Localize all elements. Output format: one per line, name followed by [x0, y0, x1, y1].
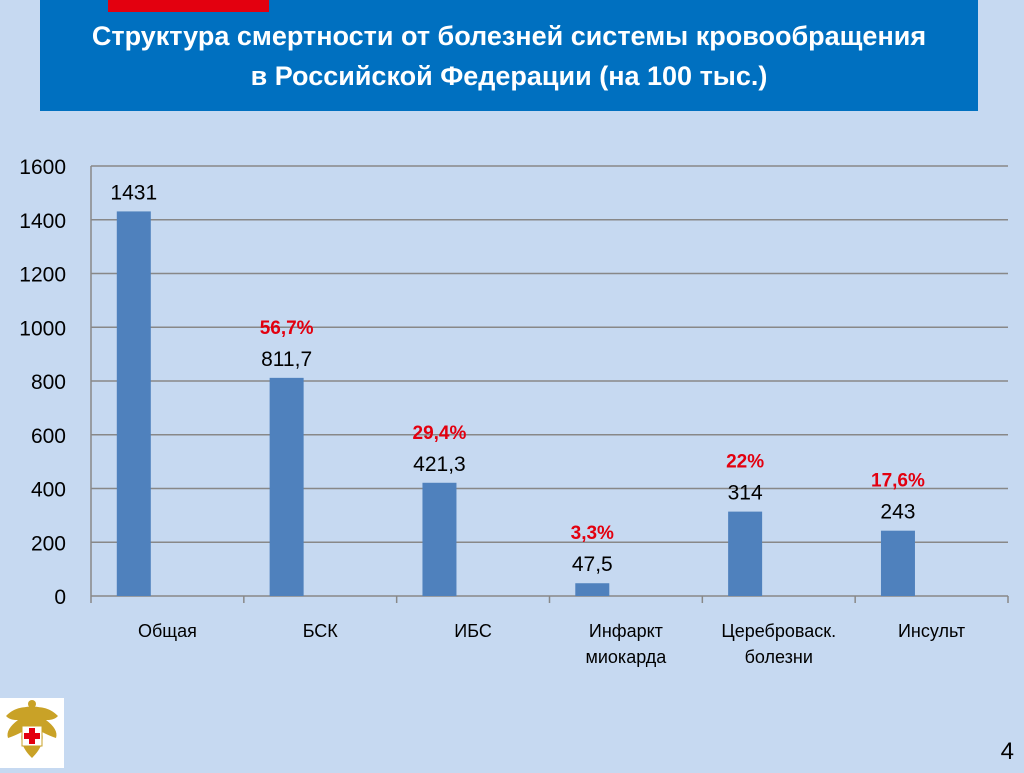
data-label: 314: [728, 482, 763, 505]
y-tick-label: 800: [31, 371, 66, 394]
x-tick-label: Цереброваск.: [721, 621, 836, 641]
bar: [728, 511, 763, 596]
x-tick-label: миокарда: [585, 647, 667, 667]
percent-label: 3,3%: [571, 523, 614, 544]
slide-number: 4: [1000, 738, 1014, 765]
data-label: 1431: [110, 181, 157, 204]
bar: [575, 583, 610, 596]
x-tick-label: Инсульт: [898, 621, 965, 641]
x-tick-label: болезни: [745, 647, 813, 667]
percent-label: 17,6%: [871, 471, 925, 492]
data-label: 811,7: [261, 348, 312, 371]
page-title-line-2: в Российской Федерации (на 100 тыс.): [250, 60, 768, 91]
x-tick-label: ИБС: [454, 621, 492, 641]
y-tick-label: 400: [31, 479, 66, 502]
x-tick-label: Общая: [138, 621, 197, 641]
x-tick-label: БСК: [303, 621, 339, 641]
y-tick-label: 200: [31, 532, 66, 555]
bar: [269, 377, 304, 596]
data-label: 243: [880, 501, 915, 524]
bar: [116, 211, 151, 596]
y-tick-label: 0: [54, 586, 66, 609]
y-tick-label: 1200: [19, 264, 66, 287]
y-tick-label: 1600: [19, 156, 66, 179]
data-label: 421,3: [413, 453, 466, 476]
x-tick-label: Инфаркт: [589, 621, 663, 641]
percent-label: 29,4%: [413, 423, 467, 444]
title-band: Структура смертности от болезней системы…: [40, 0, 978, 111]
y-tick-label: 600: [31, 425, 66, 448]
data-label: 47,5: [572, 553, 613, 576]
percent-label: 22%: [726, 452, 764, 473]
y-tick-label: 1000: [19, 317, 66, 340]
y-tick-label: 1400: [19, 210, 66, 233]
russian-eagle-emblem-icon: [0, 698, 64, 768]
page-title-line-1: Структура смертности от болезней системы…: [91, 20, 927, 51]
bar: [880, 530, 915, 596]
bar-chart: 0 200 400 600 800 1000 1200 1400 1600 1431 Общая 81…: [19, 156, 1009, 667]
bar: [422, 482, 457, 596]
percent-label: 56,7%: [260, 318, 314, 339]
red-accent-tab: [108, 0, 269, 12]
